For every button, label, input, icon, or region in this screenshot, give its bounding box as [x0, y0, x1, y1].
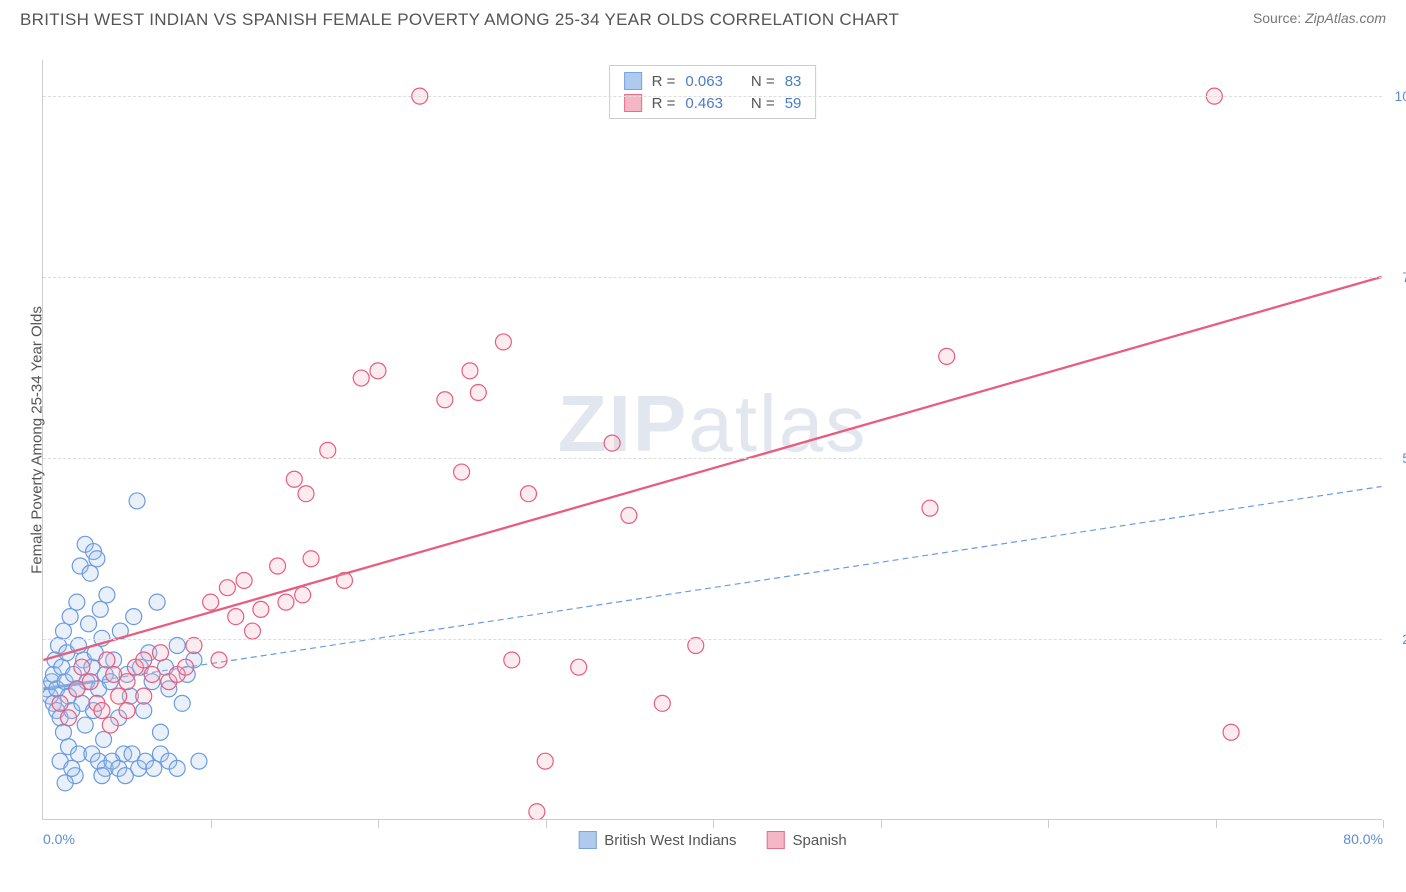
legend-swatch-2 [767, 831, 785, 849]
y-tick-label: 50.0% [1387, 450, 1406, 466]
scatter-svg [43, 60, 1382, 819]
swatch-series-1 [624, 72, 642, 90]
x-tick-label: 0.0% [43, 831, 75, 847]
legend-swatch-1 [578, 831, 596, 849]
legend-item-2: Spanish [767, 831, 847, 849]
series-legend: British West Indians Spanish [578, 831, 847, 849]
x-tick-label: 80.0% [1343, 831, 1383, 847]
y-tick-label: 25.0% [1387, 631, 1406, 647]
stats-row-1: R = 0.063 N = 83 [624, 70, 802, 92]
chart-title: BRITISH WEST INDIAN VS SPANISH FEMALE PO… [20, 10, 899, 30]
legend-item-1: British West Indians [578, 831, 736, 849]
stats-legend: R = 0.063 N = 83 R = 0.463 N = 59 [609, 65, 817, 119]
chart-plot-area: Female Poverty Among 25-34 Year Olds ZIP… [42, 60, 1382, 820]
source-credit: Source: ZipAtlas.com [1253, 10, 1386, 26]
y-tick-label: 75.0% [1387, 269, 1406, 285]
y-tick-label: 100.0% [1387, 88, 1406, 104]
